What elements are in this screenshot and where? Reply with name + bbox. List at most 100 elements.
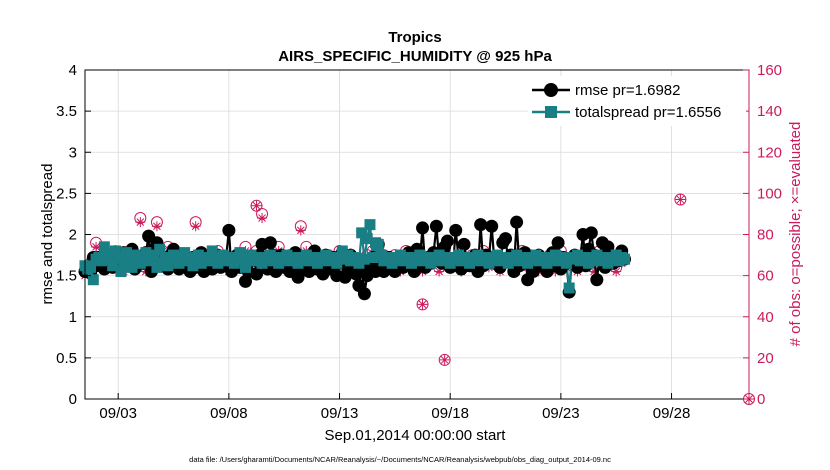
rmse-point (457, 237, 471, 251)
y-right-tick-label: 160 (757, 62, 782, 79)
totalspread-point (134, 257, 146, 269)
obs-evaluated-marker (589, 266, 600, 277)
y-right-tick-label: 40 (757, 309, 774, 326)
y-right-tick-label: 100 (757, 185, 782, 202)
totalspread-point (483, 257, 495, 269)
totalspread-point (331, 257, 343, 269)
y-left-tick-label: 4 (69, 62, 77, 79)
legend: rmse pr=1.6982 totalspread pr=1.6556 (528, 76, 746, 126)
chart-title-line1: Tropics (388, 29, 441, 46)
totalspread-point (560, 257, 572, 269)
y-left-tick-label: 0 (69, 391, 77, 408)
totalspread-point (361, 233, 373, 245)
totalspread-point (273, 257, 285, 269)
x-tick-label: 09/18 (431, 405, 469, 422)
data-file-footer: data file: /Users/gharamti/Documents/NCA… (189, 455, 611, 464)
totalspread-point (358, 253, 370, 265)
totalspread-point (281, 249, 293, 261)
totalspread-point (602, 257, 614, 269)
totalspread-point (184, 253, 196, 265)
totalspread-point (433, 249, 445, 261)
rmse-point (474, 218, 488, 232)
rmse-point (291, 270, 305, 284)
obs-evaluated-marker (135, 217, 146, 228)
totalspread-point (123, 253, 135, 265)
totalspread-point (85, 261, 97, 273)
obs-possible-marker (674, 193, 687, 206)
totalspread-point (522, 257, 534, 269)
totalspread-point (541, 257, 553, 269)
totalspread-point (231, 253, 243, 265)
rmse-point (263, 236, 277, 250)
y-axis-left-label: rmse and totalspread (39, 164, 56, 305)
totalspread-point (375, 249, 387, 261)
totalspread-point (96, 255, 108, 267)
totalspread-point (563, 282, 575, 294)
rmse-point (222, 223, 236, 237)
totalspread-point (159, 252, 171, 264)
totalspread-point (530, 249, 542, 261)
totalspread-point (187, 260, 199, 272)
rmse-point (357, 287, 371, 301)
y-right-tick-label: 120 (757, 144, 782, 161)
legend-spread-marker (545, 106, 557, 118)
totalspread-point (619, 253, 630, 265)
totalspread-point (549, 249, 561, 261)
totalspread-point (179, 247, 191, 259)
totalspread-point (121, 247, 132, 259)
y-right-tick-label: 20 (757, 350, 774, 367)
obs-possible-marker (250, 199, 263, 212)
totalspread-point (140, 247, 152, 259)
totalspread-point (453, 249, 464, 261)
obs-evaluated-marker (251, 200, 262, 211)
totalspread-point (511, 249, 523, 261)
totalspread-point (610, 249, 622, 261)
totalspread-point (336, 245, 348, 257)
totalspread-point (320, 249, 332, 261)
totalspread-point (311, 257, 323, 269)
rmse-point (499, 232, 513, 246)
legend-rmse-marker (544, 83, 558, 97)
x-tick-label: 09/13 (321, 405, 359, 422)
totalspread-point (583, 257, 595, 269)
y-right-tick-label: 0 (757, 391, 765, 408)
totalspread-point (239, 261, 251, 273)
y-left-tick-label: 3.5 (56, 103, 77, 120)
rmse-point (429, 219, 443, 233)
totalspread-point (372, 238, 384, 250)
rmse-point (449, 223, 463, 237)
totalspread-point (334, 252, 346, 264)
totalspread-point (367, 252, 379, 264)
totalspread-point (151, 261, 163, 273)
y-left-tick-label: 2 (69, 227, 77, 244)
y-left-tick-label: 0.5 (56, 350, 77, 367)
totalspread-point (591, 249, 603, 261)
y-left-tick-label: 1.5 (56, 268, 77, 285)
y-left-tick-label: 2.5 (56, 185, 77, 202)
totalspread-point (414, 249, 426, 261)
totalspread-point (264, 249, 276, 261)
totalspread-point (204, 255, 215, 267)
rmse-point (250, 267, 264, 281)
obs-evaluated-marker (611, 266, 622, 277)
totalspread-point (226, 252, 238, 264)
obs-possible-marker (438, 353, 451, 366)
obs-evaluated-marker (434, 266, 445, 277)
totalspread-point (104, 253, 116, 265)
axis-layer: 00.511.522.533.5402040608010012014016009… (56, 62, 782, 422)
totalspread-point (206, 245, 218, 257)
rmse-point (584, 226, 598, 240)
x-tick-label: 09/03 (99, 405, 137, 422)
obs-evaluated-marker (439, 354, 450, 365)
obs-evaluated-marker (190, 221, 201, 232)
x-tick-label: 09/08 (210, 405, 248, 422)
totalspread-point (107, 260, 119, 272)
totalspread-point (162, 260, 174, 272)
totalspread-point (356, 227, 368, 239)
rmse-point (416, 221, 430, 235)
totalspread-point (425, 257, 437, 269)
obs-evaluated-marker (151, 221, 162, 232)
totalspread-point (386, 257, 398, 269)
totalspread-point (156, 257, 168, 269)
totalspread-point (491, 249, 503, 261)
